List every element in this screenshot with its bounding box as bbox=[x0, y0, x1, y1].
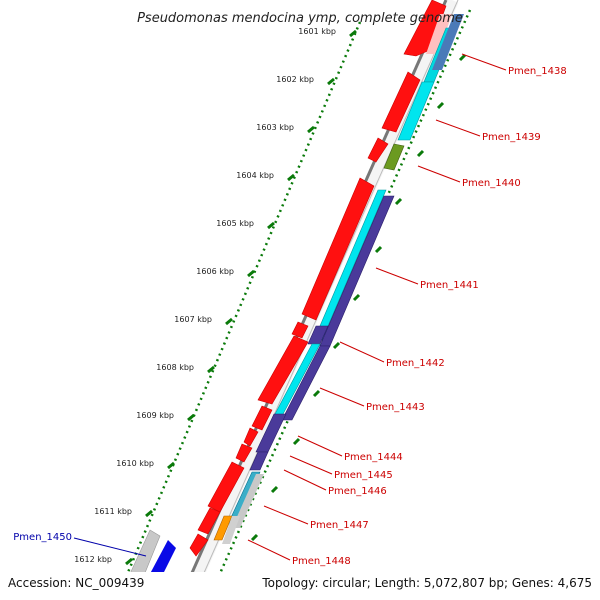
cds-arrow[interactable] bbox=[301, 177, 375, 321]
gene-feature-grey[interactable] bbox=[222, 516, 240, 544]
gene-feature-olive[interactable] bbox=[383, 143, 405, 171]
ruler-inner-tick bbox=[312, 389, 321, 398]
ruler-inner-tick bbox=[332, 341, 341, 350]
footer-bar bbox=[0, 572, 600, 600]
ruler-tick bbox=[207, 365, 215, 374]
gene-leader-line bbox=[283, 469, 327, 491]
gene-label[interactable]: Pmen_1447 bbox=[310, 520, 369, 531]
ruler-tick bbox=[349, 29, 357, 38]
cds-arrow[interactable] bbox=[367, 137, 389, 163]
ruler-label: 1605 kbp bbox=[216, 219, 254, 228]
gene-leader-line bbox=[73, 537, 147, 557]
gene-label[interactable]: Pmen_1440 bbox=[462, 178, 521, 189]
gene-label[interactable]: Pmen_1438 bbox=[508, 66, 567, 77]
ruler-label: 1611 kbp bbox=[94, 507, 132, 516]
ruler-tick bbox=[327, 77, 335, 86]
summary-text: Topology: circular; Length: 5,072,807 bp… bbox=[261, 576, 592, 590]
gene-leader-line bbox=[435, 119, 481, 137]
ruler-inner-tick bbox=[436, 101, 445, 110]
gene-leader-line bbox=[263, 505, 309, 525]
ruler-tick bbox=[267, 221, 275, 230]
ruler-inner-tick bbox=[292, 437, 301, 446]
ruler-label: 1601 kbp bbox=[298, 27, 336, 36]
gene-label[interactable]: Pmen_1448 bbox=[292, 556, 351, 567]
gene-leader-line bbox=[417, 165, 461, 183]
ruler-tick bbox=[125, 557, 133, 566]
ruler-label: 1609 kbp bbox=[136, 411, 174, 420]
accession-text: Accession: NC_009439 bbox=[8, 576, 144, 590]
gene-leader-line bbox=[461, 53, 507, 71]
ruler-inner-tick bbox=[394, 197, 403, 206]
ruler-inner-tick bbox=[270, 485, 279, 494]
ruler-label: 1606 kbp bbox=[196, 267, 234, 276]
cds-arrow[interactable] bbox=[291, 321, 309, 339]
ruler-inner-tick bbox=[250, 533, 259, 542]
cds-arrow[interactable] bbox=[257, 335, 309, 405]
cds-arrow[interactable] bbox=[403, 0, 447, 57]
gene-label[interactable]: Pmen_1441 bbox=[420, 280, 479, 291]
ruler-inner-tick bbox=[374, 245, 383, 254]
gene-feature-pink[interactable] bbox=[426, 14, 452, 54]
gene-label[interactable]: Pmen_1443 bbox=[366, 402, 425, 413]
ruler-label: 1607 kbp bbox=[174, 315, 212, 324]
gene-labels: Pmen_1438 Pmen_1439 Pmen_1440 Pmen_1441 Pmen… bbox=[13, 53, 567, 567]
gene-label[interactable]: Pmen_1444 bbox=[344, 452, 403, 463]
cds-arrow[interactable] bbox=[251, 405, 273, 431]
ruler-tick bbox=[287, 173, 295, 182]
ruler-label: 1604 kbp bbox=[236, 171, 274, 180]
gene-feature-indigo[interactable] bbox=[249, 451, 269, 471]
gene-label[interactable]: Pmen_1442 bbox=[386, 358, 445, 369]
ruler: 1601 kbp 1602 kbp 1603 kbp 1604 kbp 1605 kbp… bbox=[74, 27, 467, 566]
cds-arrow[interactable] bbox=[381, 71, 421, 133]
ruler-outer-dotted-line bbox=[116, 21, 362, 597]
map-title: Pseudomonas mendocina ymp, complete geno… bbox=[137, 11, 463, 26]
ruler-label: 1612 kbp bbox=[74, 555, 112, 564]
gene-leader-line bbox=[247, 539, 291, 561]
gene-feature-cyan[interactable] bbox=[397, 81, 435, 141]
gene-feature-orange[interactable] bbox=[213, 515, 233, 541]
gene-feature-indigo[interactable] bbox=[432, 14, 464, 70]
gene-label[interactable]: Pmen_1439 bbox=[482, 132, 541, 143]
ruler-label: 1603 kbp bbox=[256, 123, 294, 132]
ruler-inner-tick bbox=[352, 293, 361, 302]
cds-arrow[interactable] bbox=[197, 507, 221, 535]
gene-leader-line bbox=[375, 267, 419, 285]
cds-arrow[interactable] bbox=[189, 533, 209, 557]
ruler-label: 1610 kbp bbox=[116, 459, 154, 468]
ruler-tick bbox=[307, 125, 315, 134]
ruler-label: 1602 kbp bbox=[276, 75, 314, 84]
gene-label[interactable]: Pmen_1446 bbox=[328, 486, 387, 497]
ruler-tick bbox=[187, 413, 195, 422]
gene-leader-line bbox=[339, 341, 385, 363]
ruler-tick bbox=[145, 509, 153, 518]
ruler-tick bbox=[167, 461, 175, 470]
ruler-tick bbox=[247, 269, 255, 278]
ruler-tick bbox=[225, 317, 233, 326]
cds-arrow[interactable] bbox=[243, 427, 259, 447]
gene-feature-indigo[interactable] bbox=[281, 345, 331, 421]
cds-arrow[interactable] bbox=[235, 443, 253, 463]
ruler-label: 1608 kbp bbox=[156, 363, 194, 372]
ruler-inner-tick bbox=[416, 149, 425, 158]
gene-leader-line bbox=[289, 455, 333, 475]
feature-track bbox=[117, 0, 464, 600]
gene-label[interactable]: Pmen_1450 bbox=[13, 532, 72, 543]
gene-label[interactable]: Pmen_1445 bbox=[334, 470, 393, 481]
ruler-inner-dotted-line bbox=[208, 9, 472, 597]
gene-feature-grey[interactable] bbox=[232, 474, 264, 528]
gene-leader-line bbox=[319, 387, 365, 407]
ruler-inner-tick bbox=[458, 53, 467, 62]
gene-leader-line bbox=[297, 435, 343, 457]
